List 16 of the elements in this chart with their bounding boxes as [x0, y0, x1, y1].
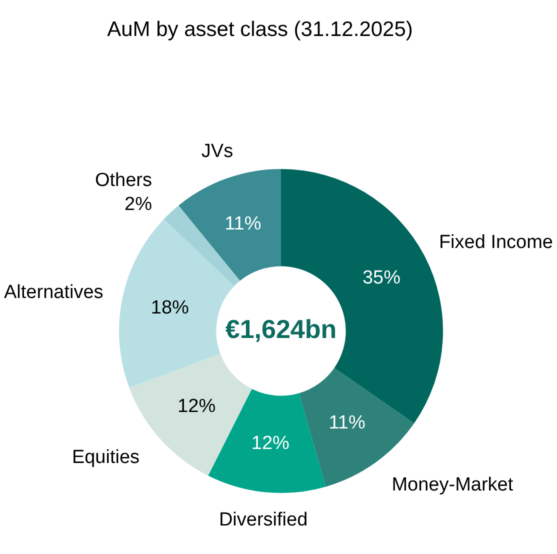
data-label: 18%: [150, 297, 190, 318]
data-label: 35%: [362, 268, 401, 289]
data-label: 12%: [178, 396, 216, 417]
slice-label: Equities: [72, 447, 140, 468]
slice-label: Fixed Income: [438, 232, 553, 254]
slice-label: Diversified: [218, 509, 308, 530]
data-label: 11%: [328, 412, 366, 434]
slice-label: JVs: [201, 141, 234, 162]
chart-title: AuM by asset class (31.12.2025): [106, 18, 414, 42]
slice-label: Others: [94, 170, 152, 191]
data-label: 12%: [251, 433, 290, 454]
data-label: 11%: [224, 213, 262, 234]
text: €1,624bn: [225, 314, 337, 344]
slice-label: Money-Market: [392, 474, 514, 496]
data-label: 2%: [124, 194, 152, 215]
slice-label: Alternatives: [4, 282, 104, 304]
